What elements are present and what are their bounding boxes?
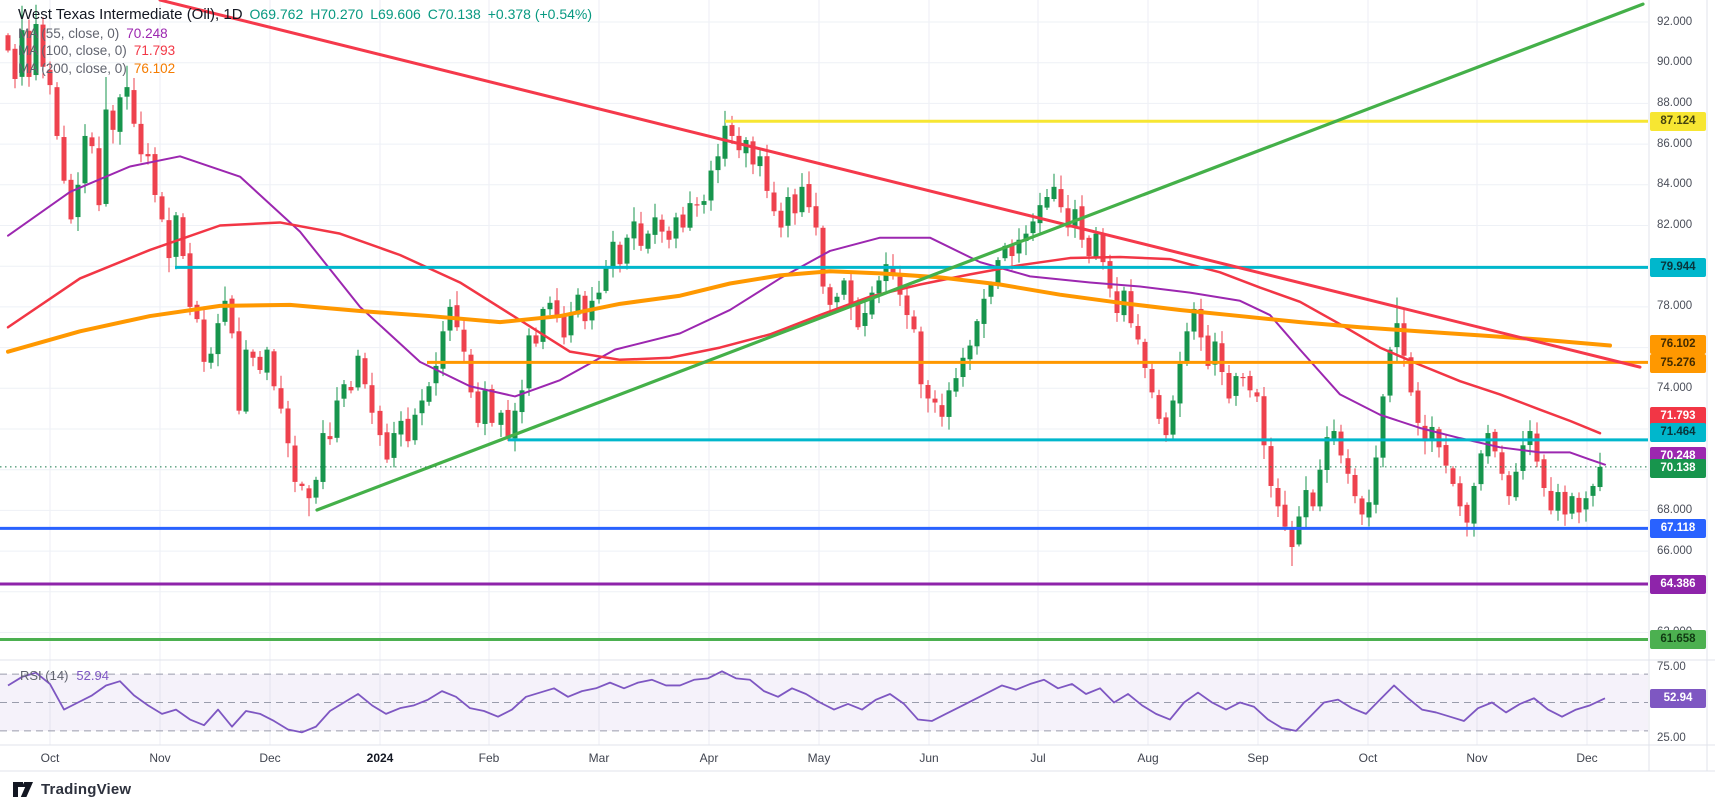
legend-low: L69.606 [370,6,421,22]
month-label: Aug [1137,751,1159,765]
symbol-legend-row[interactable]: West Texas Intermediate (Oil), 1D O69.76… [18,6,592,23]
price-tick: 86.000 [1657,137,1693,150]
tradingview-logo[interactable]: TradingView [12,781,131,798]
month-label: May [807,751,831,765]
legend-change: +0.378 (+0.54%) [487,6,593,22]
price-label-badge: 75.276 [1650,353,1706,373]
month-label: Apr [699,751,719,765]
symbol-title[interactable]: West Texas Intermediate (Oil), 1D [18,6,243,23]
ma-value: 76.102 [133,60,176,76]
month-label: Jun [919,751,939,765]
ma-label: MA (100, close, 0) [18,43,127,58]
month-label: Dec [259,751,281,765]
month-label: Oct [40,751,60,765]
rsi-tick: 75.00 [1657,660,1686,673]
rsi-tick: 25.00 [1657,731,1686,744]
price-label-badge: 71.793 [1650,406,1706,426]
price-label-badge: 87.124 [1650,111,1706,131]
price-tick: 88.000 [1657,96,1693,109]
price-label-badge: 76.102 [1650,334,1706,354]
month-label: Mar [588,751,610,765]
price-label-badge: 61.658 [1650,629,1706,649]
ma-label: MA (200, close, 0) [18,60,127,76]
month-label: Nov [149,751,171,765]
ma-legend-row-0[interactable]: MA (55, close, 0) 70.248 [18,26,592,41]
month-label: Oct [1358,751,1378,765]
month-label: 2024 [366,751,394,765]
tradingview-mark-icon [13,782,33,797]
price-label-badge: 64.386 [1650,574,1706,594]
price-label-badge: 52.94 [1650,688,1706,708]
time-scale-axis[interactable] [0,745,1715,771]
price-tick: 78.000 [1657,300,1693,313]
price-tick: 66.000 [1657,544,1693,557]
price-tick: 82.000 [1657,219,1693,231]
price-tick: 68.000 [1657,503,1693,516]
ma-label: MA (55, close, 0) [18,25,120,41]
price-label-badge: 71.464 [1650,422,1706,442]
chart-legend: West Texas Intermediate (Oil), 1D O69.76… [18,6,592,78]
price-label-badge: 67.118 [1650,518,1706,538]
ma-value: 71.793 [133,43,176,58]
rsi-indicator-label: RSI (14) [20,668,69,683]
month-label: Sep [1247,751,1269,765]
month-label: Nov [1466,751,1488,765]
price-tick: 84.000 [1657,178,1693,191]
price-tick: 74.000 [1657,381,1693,394]
price-label-badge: 70.138 [1650,458,1706,478]
month-label: Dec [1576,751,1598,765]
rsi-indicator-value: 52.94 [76,668,109,683]
price-tick: 90.000 [1657,56,1693,69]
price-tick: 92.000 [1657,15,1693,28]
legend-open: O69.762 [249,6,304,22]
month-label: Feb [478,751,500,765]
ma-legend-row-2[interactable]: MA (200, close, 0) 76.102 [18,61,592,76]
month-label: Jul [1030,751,1046,765]
ma-legend-row-1[interactable]: MA (100, close, 0) 71.793 [18,43,592,58]
ma-value: 70.248 [126,25,168,41]
legend-close: C70.138 [427,6,481,22]
brand-text: TradingView [41,781,132,798]
legend-high: H70.270 [310,6,364,22]
price-label-badge: 79.944 [1650,257,1706,277]
rsi-legend-row[interactable]: RSI (14) 52.94 [20,668,109,683]
